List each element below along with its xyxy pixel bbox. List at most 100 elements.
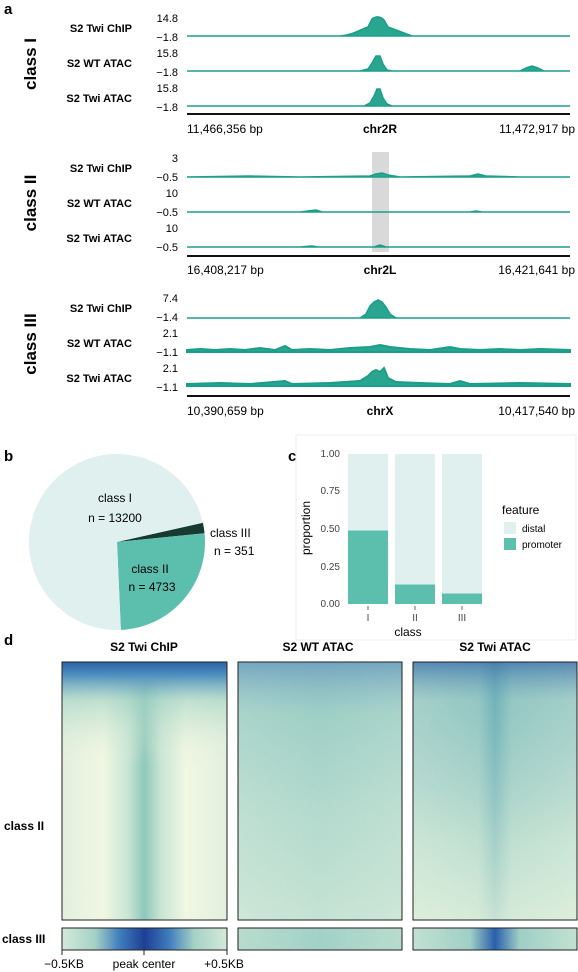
track-label: S2 Twi ChIP [70,23,132,35]
x-tick-label: I [367,613,370,624]
track-ymax: 7.4 [163,293,178,305]
track-ymax: 3 [172,153,178,165]
heatmap-class-3-chip [61,927,228,951]
signal-track [186,343,571,353]
chrom-label: chr2R [363,122,397,136]
chrom-label: chr2L [364,263,397,277]
pie-n-class-2: n = 4733 [128,580,175,594]
pie-chart [29,454,206,631]
heatmap-title: S2 Twi ATAC [459,640,531,654]
signal-track [186,172,570,178]
coord-start: 11,466,356 bp [187,122,263,136]
track-ymin: −1.4 [156,312,178,324]
x-tick-label: +0.5KB [204,957,244,971]
pie-n-class-1: n = 13200 [88,511,142,525]
heatmap-class-2-chip [61,661,228,921]
track-group-class-1: class I S2 Twi ChIP S2 WT ATAC S2 Twi AT… [21,13,575,136]
bar-chart: I II III [346,452,486,624]
coord-end: 16,421,641 bp [498,263,575,277]
signal-track [187,299,570,319]
y-ticks: 0.00 0.25 0.50 0.75 1.00 [321,449,341,610]
track-ymin: −1.1 [156,347,178,359]
pie-label-class-2: class II [131,562,168,576]
y-tick-label: 0.25 [321,562,341,573]
track-ymax: 14.8 [157,13,178,25]
x-tick-label: II [412,613,418,624]
pie-label-class-1: class I [98,491,132,505]
heatmap-class-2-twi [412,661,578,921]
legend-swatch-distal [504,522,516,534]
track-group-class-2: class II S2 Twi ChIP S2 WT ATAC S2 Twi A… [21,152,575,277]
track-label: S2 WT ATAC [67,338,132,350]
class-label: class I [21,38,40,90]
panel-b-letter: b [4,448,13,465]
bar-distal-I [348,454,388,531]
chrom-label: chrX [367,404,394,418]
track-ymax: 10 [166,223,178,235]
pie-slice-class-ii [117,533,206,630]
track-label: S2 Twi ATAC [66,233,132,245]
heatmap-title: S2 WT ATAC [282,640,353,654]
track-label: S2 Twi ChIP [70,303,132,315]
track-label: S2 Twi ChIP [70,163,132,175]
pie-slice-class-iii [117,522,205,542]
track-ymin: −0.5 [156,207,178,219]
bar-distal-II [395,454,435,585]
y-axis-label: proportion [299,501,313,555]
row-label-class-3: class III [2,932,45,946]
highlight-region [372,152,389,252]
pie-n-class-3: n = 351 [214,544,255,558]
heatmap-class-3-wt [237,927,403,951]
track-label: S2 Twi ATAC [66,93,132,105]
legend-title: feature [502,503,540,517]
y-tick-label: 0.50 [321,524,341,535]
bar-distal-III [442,454,482,594]
x-tick-label: peak center [113,957,176,971]
track-group-class-3: class III S2 Twi ChIP S2 WT ATAC S2 Twi … [21,293,575,418]
class-label: class II [21,175,40,232]
signal-track [187,244,570,248]
track-ymax: 10 [166,188,178,200]
signal-track [187,88,570,107]
y-tick-label: 0.00 [321,599,341,610]
track-ymax: 15.8 [157,83,178,95]
coord-end: 11,472,917 bp [499,122,575,136]
row-label-class-2: class II [4,819,44,833]
panel-d-letter: d [4,632,13,649]
legend-label-promoter: promoter [522,540,563,551]
track-ymin: −1.8 [156,67,178,79]
pie-label-class-3: class III [210,526,251,540]
pie-slice-class-i [29,454,203,631]
track-ymin: −1.8 [156,32,178,44]
heatmap-class-3-twi [412,927,578,951]
signal-track [187,209,570,213]
signal-track [187,16,570,37]
track-ymin: −0.5 [156,172,178,184]
legend-swatch-promoter [504,538,516,550]
coord-end: 10,417,540 bp [498,404,575,418]
signal-track [187,55,570,72]
x-tick-label: −0.5KB [44,957,84,971]
track-ymin: −0.5 [156,242,178,254]
panel-c-frame [295,434,577,641]
x-tick-label: III [458,613,466,624]
heatmap-title: S2 Twi ChIP [110,640,178,654]
bar-promoter-III [442,593,482,604]
class-label: class III [21,313,40,374]
bar-promoter-I [348,530,388,604]
coord-start: 10,390,659 bp [187,404,264,418]
legend-label-distal: distal [522,524,545,535]
x-axis-label: class [394,625,421,639]
track-label: S2 Twi ATAC [66,373,132,385]
track-ymax: 15.8 [157,48,178,60]
y-tick-label: 0.75 [321,486,341,497]
track-label: S2 WT ATAC [67,58,132,70]
y-tick-label: 1.00 [321,449,341,460]
panel-a-letter: a [4,1,13,18]
track-ymax: 2.1 [163,363,178,375]
bar-promoter-II [395,584,435,604]
track-ymax: 2.1 [163,328,178,340]
panel-c-letter: c [288,448,296,465]
heatmap-class-2-wt [237,661,403,921]
